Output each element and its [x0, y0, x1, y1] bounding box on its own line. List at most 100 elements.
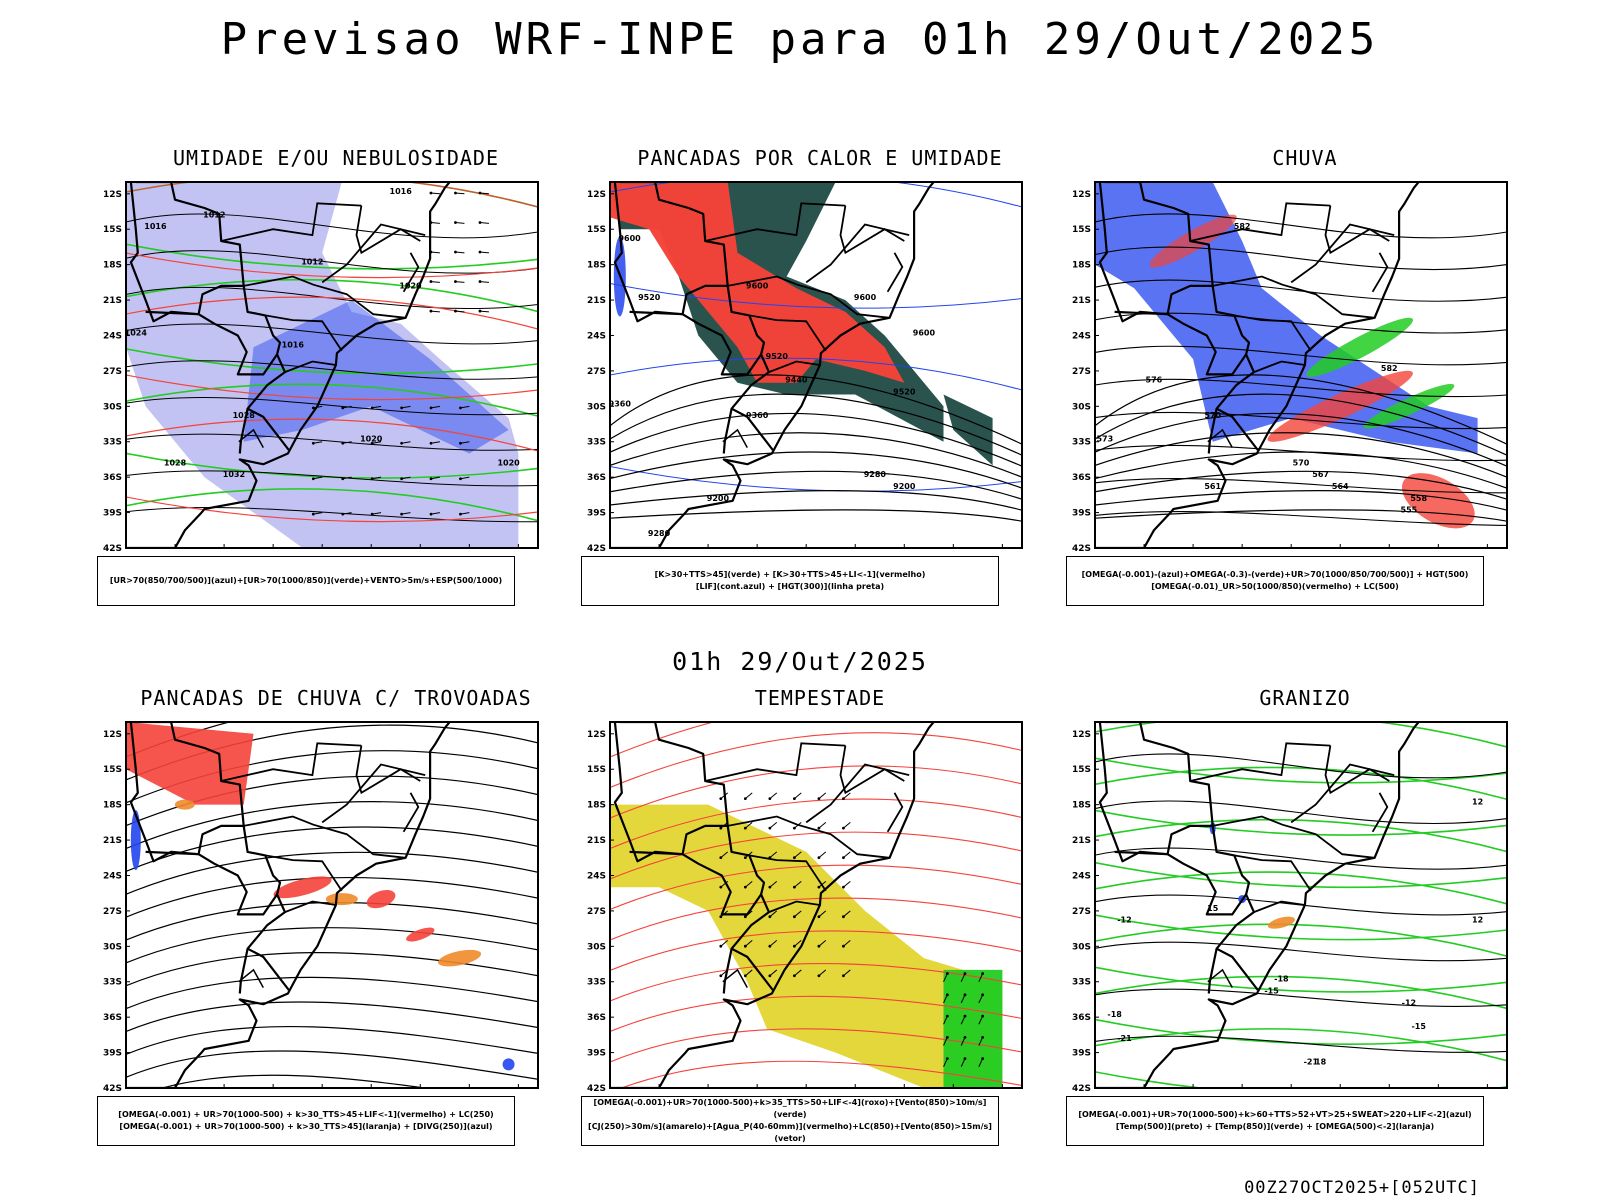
wind-850-vector	[943, 994, 948, 1004]
state-border	[221, 742, 362, 782]
contour-label: 9360	[746, 411, 769, 420]
coastline	[1207, 408, 1218, 454]
wind-vector	[372, 405, 382, 409]
map-plot: 9600 9520 9600 9600 9600 9520 9440 9520 9360 9360…	[587, 181, 1023, 552]
coastline	[145, 850, 279, 916]
wind-vector	[479, 222, 489, 224]
legend-box: [OMEGA(-0.001) + UR>70(1000-500) + k>30_…	[97, 1096, 515, 1146]
humidity-1000-850-contour	[126, 488, 538, 522]
lat-tick-label: 18S	[587, 261, 606, 271]
wind-vector	[430, 281, 440, 283]
wind-850-vector-head	[792, 826, 796, 830]
state-border	[805, 763, 910, 824]
legend-line: [OMEGA(-0.001)+UR>70(1000-500)+k>60+TTS>…	[1078, 1110, 1472, 1119]
map-plot: 12S15S18S21S24S27S30S33S36S39S42S70W65W6…	[103, 721, 539, 1092]
wind-vector	[479, 251, 489, 254]
lat-tick-label: 42S	[1072, 1084, 1091, 1092]
panel-tempestade: TEMPESTADE 12S 15S 18S 21S 24S 27S 30S 33S 36S 39S…	[570, 686, 1070, 1166]
lat-tick-label: 36S	[587, 473, 606, 483]
state-border	[1324, 745, 1390, 795]
coastline	[1098, 722, 1213, 863]
state-border	[805, 223, 910, 284]
state-border	[1371, 792, 1389, 833]
state-border	[839, 205, 905, 255]
state-border	[1212, 815, 1375, 859]
panel-title: CHUVA	[1272, 146, 1338, 170]
wind-vector	[430, 405, 440, 409]
state-border	[1253, 900, 1306, 913]
thickness-contour	[126, 252, 538, 279]
coastline	[610, 182, 936, 548]
wind-850-vector-head	[817, 797, 821, 801]
contour-label: 567	[1312, 470, 1329, 479]
lat-tick-label: 36S	[103, 473, 122, 483]
wind-vector-head	[429, 191, 433, 195]
wind-850-vector-head	[963, 1057, 967, 1060]
contour-label: 555	[1401, 506, 1418, 515]
map-plot: 12 12 -12 -12 -15 -18 -21 -21 -15 15 18 -18 12S 15S 18…	[1072, 721, 1508, 1092]
legend-line: [UR>70(850/700/500)](azul)+[UR>70(1000/8…	[109, 576, 503, 585]
lat-tick-label: 21S	[1072, 296, 1091, 306]
panel-trovoadas: PANCADAS DE CHUVA C/ TROVOADAS 12S 15S 18S 2…	[86, 686, 586, 1166]
thunderstorm-area	[406, 927, 435, 942]
map-plot: 58257657057358257056756456155555812S15S1…	[1072, 181, 1508, 552]
streamline-250	[126, 1025, 538, 1055]
lat-tick-label: 36S	[587, 1013, 606, 1023]
low-humidity-uplift-area	[1267, 370, 1413, 442]
wind-vector-head	[400, 477, 404, 481]
wind-vector	[455, 251, 465, 254]
state-border	[886, 792, 904, 833]
coastline	[135, 722, 290, 991]
wind-850-vector	[769, 910, 778, 918]
wind-850-vector-head	[963, 993, 967, 997]
coastline	[1207, 948, 1218, 994]
lat-tick-label: 12S	[587, 730, 606, 740]
state-border	[321, 763, 426, 824]
contour-label: 1024	[125, 328, 148, 337]
lat-tick-label: 12S	[103, 730, 122, 740]
lc-850-streamline	[610, 897, 1022, 941]
wind-850-vector	[978, 1015, 984, 1025]
plot-frame	[1094, 181, 1508, 549]
legend-line: [CJ(250)>30m/s](amarelo)+[Agua_P(40-60mm…	[588, 1122, 992, 1143]
wind-850-vector	[745, 881, 753, 888]
state-border	[265, 854, 343, 892]
wind-850-vector-head	[792, 915, 796, 919]
wind-850-vector-head	[981, 1035, 985, 1039]
contour-label: -15	[1411, 1022, 1426, 1031]
temp-850-contour	[1095, 923, 1507, 957]
lat-tick-label: 15S	[587, 765, 606, 775]
panel-title: TEMPESTADE	[754, 686, 886, 710]
humidity-1000-850-contour	[126, 383, 538, 417]
wind-850-vector	[769, 851, 778, 859]
strong-instability-area	[610, 182, 905, 383]
hgt-300-contour	[610, 374, 1022, 445]
lat-tick-label: 27S	[587, 907, 606, 917]
wind-850-vector	[843, 792, 851, 800]
lat-tick-label: 42S	[587, 544, 606, 552]
temp-850-contour	[1095, 975, 1507, 1010]
lat-tick-label: 12S	[1072, 190, 1091, 200]
lat-tick-label: 42S	[103, 1084, 122, 1092]
contour-label: 570	[1293, 458, 1310, 467]
sea-level-pressure-isobar	[126, 470, 538, 487]
lc-850-streamline	[610, 930, 1022, 972]
wind-850-vector-head	[963, 972, 967, 975]
panel-granizo: GRANIZO 12 12 -12 -12 -15 -18 -21 -21 -15 15 18 -18 1…	[1055, 686, 1555, 1166]
state-border	[402, 792, 420, 833]
lat-tick-label: 12S	[1072, 730, 1091, 740]
lat-tick-label: 24S	[587, 871, 606, 881]
wind-850-vector-head	[842, 944, 845, 948]
state-border	[243, 275, 406, 319]
wind-850-vector	[720, 940, 729, 947]
lat-tick-label: 30S	[1072, 942, 1091, 952]
wind-vector	[401, 405, 411, 409]
state-border	[284, 360, 337, 373]
lat-tick-label: 24S	[103, 871, 122, 881]
state-border	[768, 900, 821, 913]
strong-uplift-area	[1306, 317, 1414, 377]
contour-label: 9600	[913, 328, 936, 337]
wind-vector	[460, 441, 470, 444]
wind-vector-head	[459, 512, 462, 516]
wind-850-vector	[960, 994, 966, 1004]
